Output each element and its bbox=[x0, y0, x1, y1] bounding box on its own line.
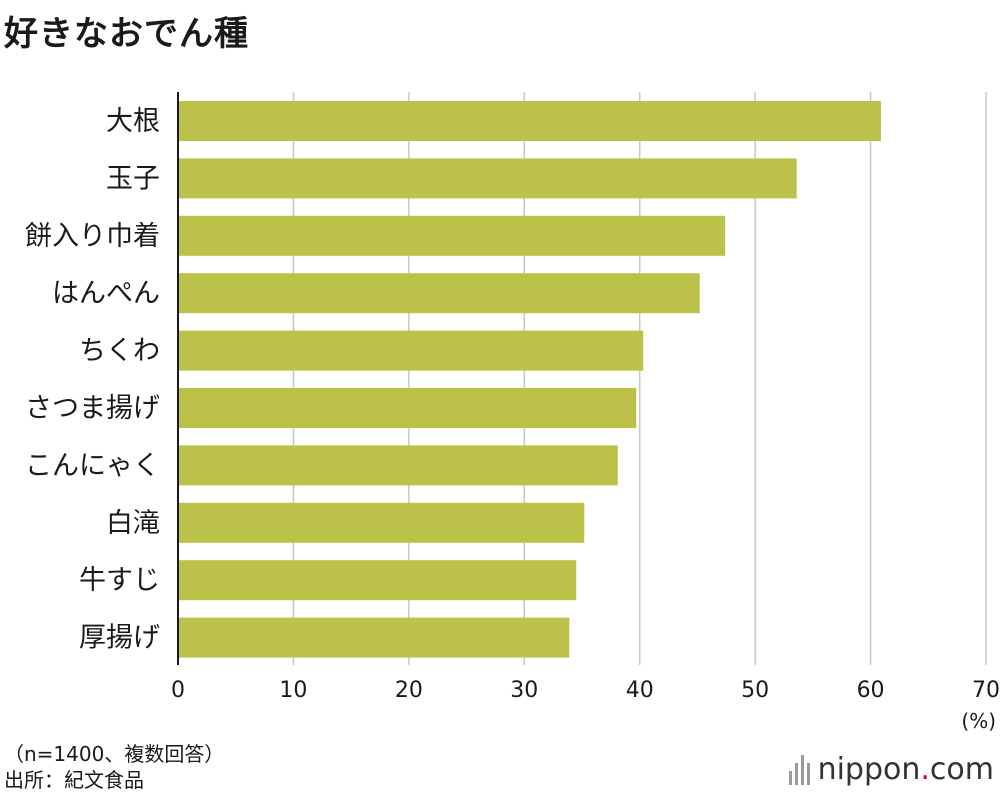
brand-name-tail: com bbox=[929, 752, 994, 787]
bar bbox=[178, 101, 881, 141]
category-label: 餅入り巾着 bbox=[25, 221, 160, 252]
category-label: はんぺん bbox=[52, 278, 160, 309]
bar bbox=[178, 560, 577, 601]
category-label: 玉子 bbox=[106, 163, 160, 194]
unit-label: (%) bbox=[961, 709, 996, 733]
brand-logo: nippon. com bbox=[788, 752, 994, 787]
x-tick-label: 40 bbox=[626, 678, 654, 703]
bar bbox=[178, 330, 644, 371]
chart-title: 好きなおでん種 bbox=[4, 14, 249, 54]
brand-name-main: nippon bbox=[817, 752, 921, 787]
category-label: 牛すじ bbox=[79, 565, 160, 596]
bar bbox=[178, 215, 726, 256]
x-tick-label: 50 bbox=[741, 678, 769, 703]
x-tick-label: 10 bbox=[279, 678, 307, 703]
brand-name-dot: . bbox=[920, 752, 930, 787]
bar bbox=[178, 502, 585, 543]
bar bbox=[178, 273, 700, 314]
bar bbox=[178, 617, 570, 658]
bar bbox=[178, 158, 797, 199]
category-label: ちくわ bbox=[79, 336, 160, 367]
category-label: 厚揚げ bbox=[79, 623, 160, 654]
bars bbox=[178, 101, 881, 658]
bar bbox=[178, 445, 618, 486]
x-tick-labels: 0 10 20 30 40 50 60 70 bbox=[171, 678, 1000, 703]
x-tick-label: 60 bbox=[857, 678, 885, 703]
brand-logo-icon bbox=[788, 754, 810, 785]
category-label: 大根 bbox=[106, 106, 160, 137]
source-note: 出所：紀文食品 bbox=[4, 768, 144, 792]
category-label: こんにゃく bbox=[25, 450, 160, 481]
category-label: 白滝 bbox=[106, 508, 160, 539]
x-tick-label: 30 bbox=[510, 678, 538, 703]
x-tick-label: 20 bbox=[395, 678, 423, 703]
x-tick-label: 70 bbox=[972, 678, 1000, 703]
x-tick-label: 0 bbox=[171, 678, 185, 703]
bar bbox=[178, 388, 637, 428]
sample-note: （n=1400、複数回答） bbox=[4, 742, 225, 766]
category-label: さつま揚げ bbox=[25, 393, 160, 424]
